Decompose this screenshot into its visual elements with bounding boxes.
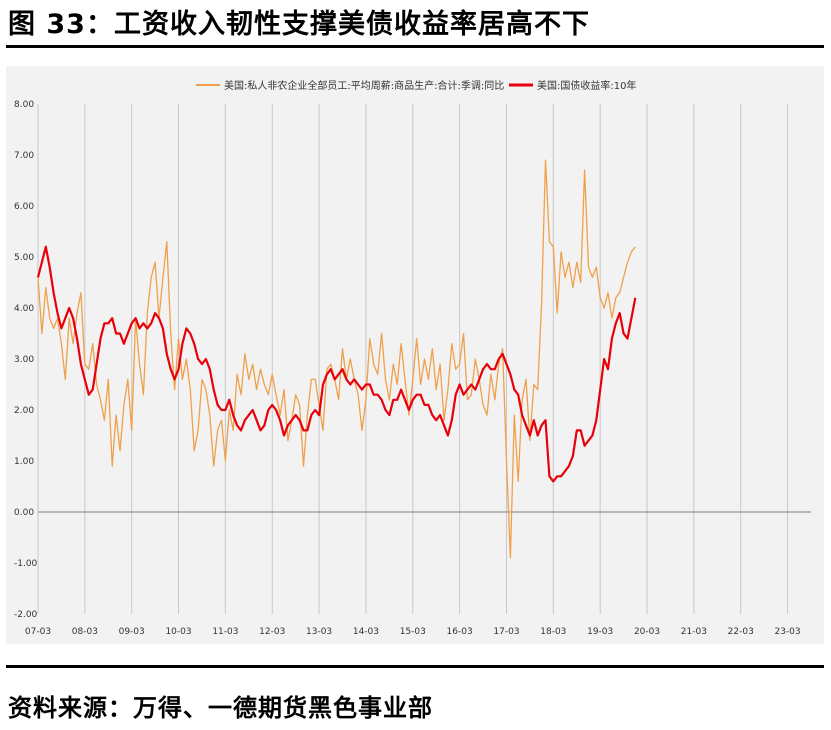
x-tick-label: 11-03 — [212, 627, 238, 637]
y-tick-label: 6.00 — [14, 202, 34, 212]
y-axis-ticks: 8.00 7.00 6.00 5.00 4.00 3.00 2.00 1.00 0.00 -1.0… — [14, 100, 38, 620]
x-tick-label: 13-03 — [306, 627, 332, 637]
x-tick-label: 10-03 — [165, 627, 191, 637]
x-tick-label: 09-03 — [119, 627, 145, 637]
series-line-wage-growth — [37, 159, 636, 559]
y-tick-label: -2.00 — [14, 610, 38, 620]
y-tick-label: 1.00 — [14, 457, 34, 467]
figure-title: 图 33：工资收入韧性支撑美债收益率居高不下 — [8, 9, 590, 40]
x-tick-label: 20-03 — [634, 627, 660, 637]
x-tick-label: 21-03 — [681, 627, 707, 637]
y-tick-label: 8.00 — [14, 100, 34, 110]
legend-label-yield: 美国:国债收益率:10年 — [537, 79, 636, 92]
y-tick-label: 5.00 — [14, 253, 34, 263]
source-rule — [6, 665, 824, 668]
legend: 美国:私人非农企业全部员工:平均周薪:商品生产:合计:季调:同比 美国:国债收益… — [196, 79, 636, 92]
y-tick-label: 4.00 — [14, 304, 34, 314]
y-tick-label: 7.00 — [14, 151, 34, 161]
x-tick-label: 17-03 — [493, 627, 519, 637]
y-tick-label: 2.00 — [14, 406, 34, 416]
chart-panel: 美国:私人非农企业全部员工:平均周薪:商品生产:合计:季调:同比 美国:国债收益… — [6, 66, 824, 644]
title-rule — [6, 45, 824, 48]
x-tick-label: 15-03 — [400, 627, 426, 637]
x-axis-ticks: 07-03 08-03 09-03 10-03 11-03 12-03 13-03 14-03… — [25, 627, 801, 637]
y-tick-label: 3.00 — [14, 355, 34, 365]
vertical-gridlines — [37, 104, 789, 614]
line-chart: 美国:私人非农企业全部员工:平均周薪:商品生产:合计:季调:同比 美国:国债收益… — [14, 79, 811, 637]
x-tick-label: 14-03 — [353, 627, 379, 637]
x-tick-label: 23-03 — [774, 627, 800, 637]
legend-label-wage: 美国:私人非农企业全部员工:平均周薪:商品生产:合计:季调:同比 — [224, 79, 504, 92]
x-tick-label: 22-03 — [728, 627, 754, 637]
series-line-treasury-yield — [36, 245, 637, 483]
x-tick-label: 19-03 — [587, 627, 613, 637]
series-lines — [36, 159, 637, 559]
x-tick-label: 18-03 — [540, 627, 566, 637]
y-tick-label: 0.00 — [14, 508, 34, 518]
x-tick-label: 07-03 — [25, 627, 51, 637]
x-tick-label: 08-03 — [72, 627, 98, 637]
source-note: 资料来源：万得、一德期货黑色事业部 — [8, 694, 433, 722]
y-tick-label: -1.00 — [14, 559, 38, 569]
x-tick-label: 16-03 — [447, 627, 473, 637]
x-tick-label: 12-03 — [259, 627, 285, 637]
